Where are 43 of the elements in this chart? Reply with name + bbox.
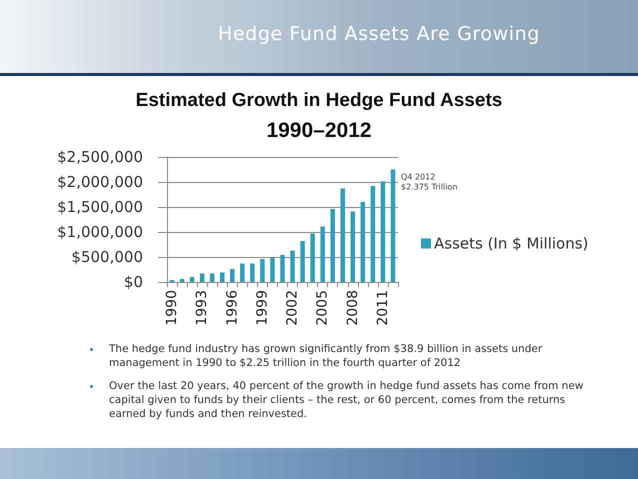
x-tick-label: 2002 [284, 290, 301, 326]
x-tick-label: 2005 [314, 290, 331, 326]
bar [190, 277, 194, 282]
bar [330, 209, 335, 282]
text: Over the last 20 years, 40 percent of the growth in hedge fund assets has come from new capital given to funds by their clients – the rest, or 60 percent, comes from the returns earned by funds and then reinvested. [109, 380, 584, 420]
y-tick-label: $2,500,000 [57, 148, 143, 166]
bar [350, 212, 356, 282]
bar [310, 234, 315, 282]
y-tick-label: $1,000,000 [57, 223, 143, 241]
x-tick-label: 1993 [194, 290, 210, 326]
bar [210, 274, 214, 282]
x-tick-label: 1996 [224, 290, 240, 326]
x-tick-label: 1999 [254, 290, 270, 326]
bar [180, 279, 184, 282]
bar [370, 186, 376, 282]
x-tick-label: 2011 [374, 290, 391, 326]
bar [300, 241, 305, 282]
y-tick-label: $500,000 [71, 248, 143, 266]
bar [290, 250, 295, 282]
bar [380, 182, 386, 282]
text: The hedge fund industry has grown significantly from $38.9 billion in assets under management in 1990 to $2.25 trillion in the fourth quarter of 2012 [109, 343, 542, 369]
legend-label: Assets (In $ Millions) [434, 234, 588, 252]
y-tick-label: $1,500,000 [57, 198, 143, 216]
bar [240, 264, 245, 282]
bar [270, 258, 275, 282]
chart-title: Estimated Growth in Hedge Fund Assets [136, 90, 502, 111]
bar [220, 272, 224, 282]
bar [260, 259, 265, 282]
x-tick-label: 2008 [344, 290, 361, 326]
text: Hedge Fund Assets Are Growing [218, 23, 540, 45]
bar [360, 202, 366, 282]
bar [280, 255, 285, 282]
bar [320, 226, 325, 282]
bar [340, 188, 346, 282]
y-tick-label: $0 [124, 273, 143, 291]
x-tick-label: 1990 [164, 290, 180, 326]
bar [390, 170, 396, 282]
chart-subtitle: 1990–2012 [266, 119, 372, 142]
text: Q4 2012 $2.375 Trillion [401, 172, 458, 192]
bar [200, 274, 204, 282]
bar [230, 269, 235, 282]
bar [250, 264, 255, 282]
y-tick-label: $2,000,000 [57, 173, 143, 191]
